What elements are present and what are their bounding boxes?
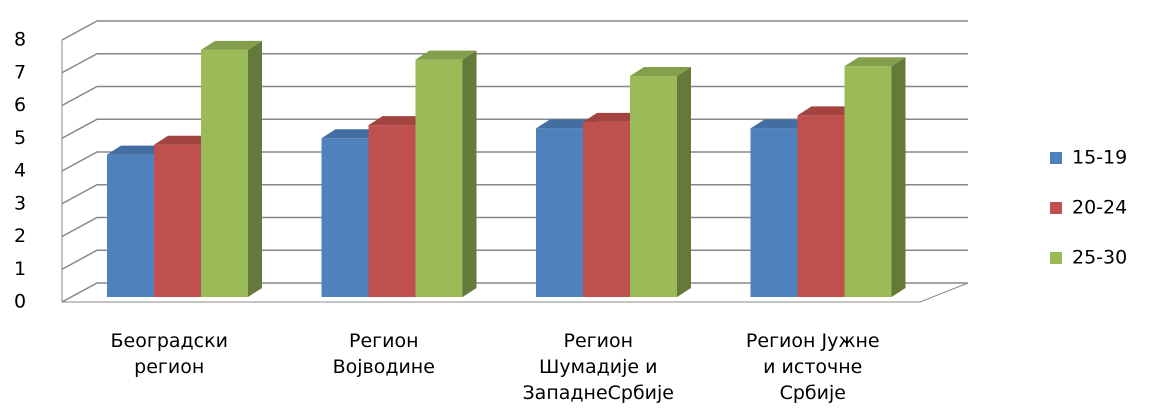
y-tick-label: 7 (14, 61, 26, 83)
y-tick-label: 1 (14, 258, 26, 280)
x-tick-label: Регион Војводине (332, 330, 435, 378)
bar (630, 67, 691, 298)
x-tick-label: Регион Јужне и источне Србије (745, 330, 880, 404)
x-tick-label: Београдски регион (110, 330, 228, 378)
legend-label: 20-24 (1072, 197, 1127, 219)
bar-top (321, 129, 383, 139)
bar-side (462, 50, 477, 298)
y-tick-label: 4 (14, 160, 26, 182)
bar-top (536, 119, 597, 129)
bar-top (797, 106, 859, 116)
y-tick-label: 2 (14, 225, 26, 247)
bar-top (154, 135, 215, 145)
bar-front (321, 138, 369, 297)
y-tick-label: 8 (14, 29, 26, 51)
bar-side (891, 57, 906, 298)
bar-front (797, 115, 845, 297)
bar-front (415, 59, 463, 298)
bar-top (844, 57, 906, 67)
legend-swatch (1050, 152, 1062, 164)
bar-top (750, 119, 812, 129)
bar-side (248, 40, 262, 297)
legend-label: 25-30 (1072, 247, 1127, 269)
bar-top (368, 116, 430, 126)
grid-line (61, 85, 968, 107)
y-tick-label: 6 (14, 94, 26, 116)
bar-front (844, 66, 892, 297)
bar-front (201, 49, 248, 298)
bar-front (750, 128, 798, 297)
y-tick-label: 3 (14, 192, 26, 214)
legend-label: 15-19 (1072, 147, 1127, 169)
grid-line (61, 20, 968, 41)
y-tick-label: 0 (14, 291, 26, 313)
bar-top (107, 145, 168, 155)
bar-front (630, 76, 677, 298)
y-tick-label: 5 (14, 127, 26, 149)
bar-front (368, 125, 416, 298)
bar-top (201, 40, 262, 50)
legend-swatch (1050, 202, 1062, 214)
bar-front (107, 154, 154, 297)
bar-top (630, 67, 691, 77)
bar-front (583, 121, 630, 297)
bar (415, 50, 477, 298)
bar-side (677, 67, 691, 298)
bar-top (415, 50, 477, 60)
x-tick-label: Регион Шумадије и ЗападнеСрбије (522, 330, 675, 404)
bar-front (154, 144, 201, 297)
bar-front (536, 128, 583, 297)
grid-line (61, 53, 968, 74)
bar (844, 57, 906, 298)
bar (201, 40, 262, 298)
bar-top (583, 112, 644, 122)
legend-swatch (1050, 252, 1062, 264)
